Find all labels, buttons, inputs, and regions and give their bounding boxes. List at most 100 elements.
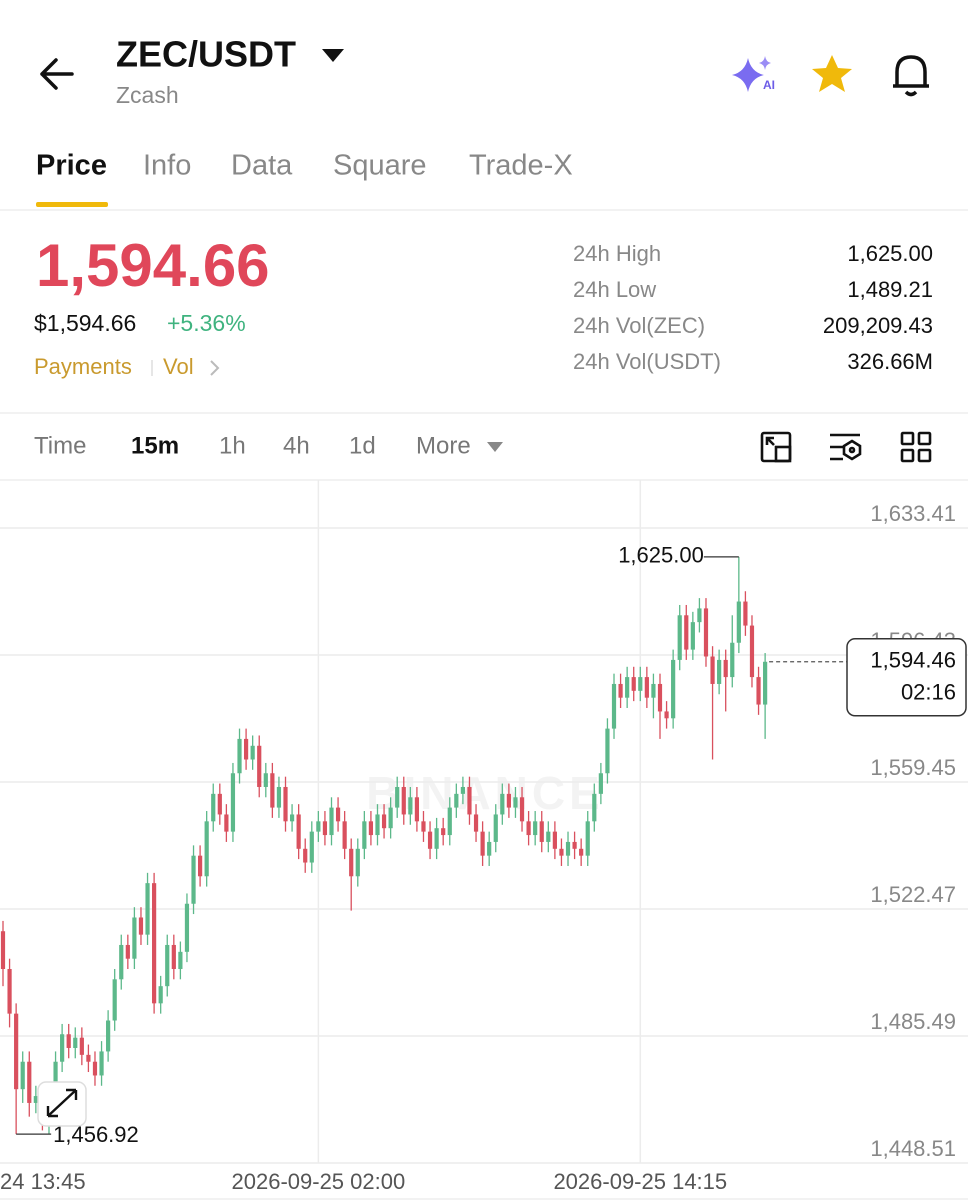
- last-price-label: 1,594.46: [870, 648, 956, 673]
- candle-body: [506, 793, 511, 808]
- candle-body: [178, 951, 183, 970]
- alert-button[interactable]: [893, 55, 929, 97]
- stat-label: 24h High: [573, 241, 661, 266]
- candle-body: [552, 831, 557, 849]
- ai-button[interactable]: AI: [732, 56, 775, 92]
- candle-body: [237, 738, 242, 774]
- candle-body: [86, 1054, 91, 1062]
- candle-body: [276, 786, 282, 808]
- candle-body: [565, 841, 571, 856]
- candle-body: [644, 677, 649, 698]
- x-tick-label: 2026-09-25 02:00: [232, 1169, 406, 1194]
- indicators-button[interactable]: [830, 433, 862, 461]
- candle-body: [14, 1013, 19, 1090]
- tab[interactable]: Info: [143, 150, 191, 182]
- candle-body: [736, 601, 741, 643]
- fullscreen-button[interactable]: [760, 431, 792, 463]
- more-dropdown[interactable]: [487, 442, 503, 452]
- candle-body: [381, 814, 387, 829]
- candle-body: [375, 814, 380, 836]
- interval[interactable]: More: [416, 432, 471, 459]
- candle-body: [362, 821, 367, 849]
- vol-link[interactable]: Vol: [163, 354, 194, 379]
- candle-body: [631, 677, 636, 691]
- candle-body: [125, 944, 130, 959]
- candle-body: [710, 656, 715, 684]
- pair-title[interactable]: ZEC/USDT: [116, 34, 296, 75]
- tab[interactable]: Trade-X: [469, 150, 573, 182]
- tab[interactable]: Price: [36, 150, 107, 182]
- interval[interactable]: 15m: [131, 432, 179, 459]
- candle-body: [408, 797, 413, 815]
- candle-body: [664, 711, 669, 719]
- candle-body: [559, 848, 564, 856]
- candle-body: [513, 797, 518, 808]
- tab[interactable]: Square: [333, 150, 427, 182]
- stat-label: 24h Low: [573, 277, 656, 302]
- y-tick-label: 1,559.45: [870, 755, 956, 780]
- candle-body: [730, 642, 735, 678]
- candle-body: [598, 773, 603, 794]
- candle-body: [533, 821, 538, 836]
- candle-body: [257, 745, 262, 787]
- candle-body: [283, 786, 288, 822]
- countdown: 02:16: [901, 680, 956, 705]
- candle-body: [625, 677, 630, 698]
- candle-body: [138, 917, 144, 935]
- candle-body: [368, 821, 374, 836]
- candle-body: [243, 738, 249, 760]
- candle-body: [539, 821, 544, 842]
- candle-body: [349, 848, 354, 877]
- stat-label: 24h Vol(ZEC): [573, 313, 705, 338]
- candle-body: [460, 786, 465, 794]
- y-tick-label: 1,485.49: [870, 1009, 956, 1034]
- candle-body: [743, 601, 748, 626]
- candle-body: [684, 615, 689, 650]
- interval[interactable]: 4h: [283, 432, 310, 459]
- candle-body: [434, 828, 439, 849]
- candle-body: [198, 855, 203, 877]
- candle-body: [99, 1051, 104, 1076]
- interval[interactable]: 1d: [349, 432, 376, 459]
- candle-body: [289, 814, 295, 822]
- x-tick-label: 2026-09-25 14:15: [553, 1169, 727, 1194]
- candle-body: [309, 831, 314, 863]
- candle-body: [53, 1061, 58, 1097]
- ai-icon-text: AI: [763, 78, 775, 92]
- candle-body: [480, 831, 485, 856]
- tab[interactable]: Data: [231, 150, 293, 182]
- candle-body: [335, 807, 341, 822]
- candle-body: [270, 773, 275, 808]
- candle-body: [165, 944, 170, 987]
- candle-body: [145, 883, 150, 935]
- candle-body: [388, 807, 393, 829]
- favorite-button[interactable]: [812, 55, 852, 92]
- candle-body: [184, 903, 190, 952]
- candle-body: [427, 831, 433, 849]
- candle-body: [519, 797, 525, 822]
- candle-body: [395, 786, 400, 808]
- payments-link[interactable]: Payments: [34, 354, 132, 379]
- candle-body: [592, 793, 597, 822]
- candle-body: [447, 807, 452, 836]
- expand-button[interactable]: [37, 1081, 87, 1127]
- pair-dropdown[interactable]: [322, 49, 344, 62]
- candle-body: [638, 677, 643, 691]
- candle-body: [230, 773, 236, 832]
- candle-body: [60, 1034, 65, 1062]
- candle-body: [20, 1061, 25, 1090]
- layout-button[interactable]: [900, 431, 932, 463]
- candle-body: [611, 683, 617, 729]
- interval[interactable]: 1h: [219, 432, 246, 459]
- candle-body: [7, 969, 12, 1014]
- high-label: 1,625.00: [618, 543, 704, 568]
- candle-body: [92, 1061, 98, 1076]
- candle-body: [717, 659, 722, 684]
- interval[interactable]: Time: [34, 432, 86, 459]
- candle-body: [657, 683, 663, 712]
- candle-body: [191, 855, 196, 904]
- back-button[interactable]: [40, 58, 74, 90]
- candle-body: [33, 1096, 38, 1103]
